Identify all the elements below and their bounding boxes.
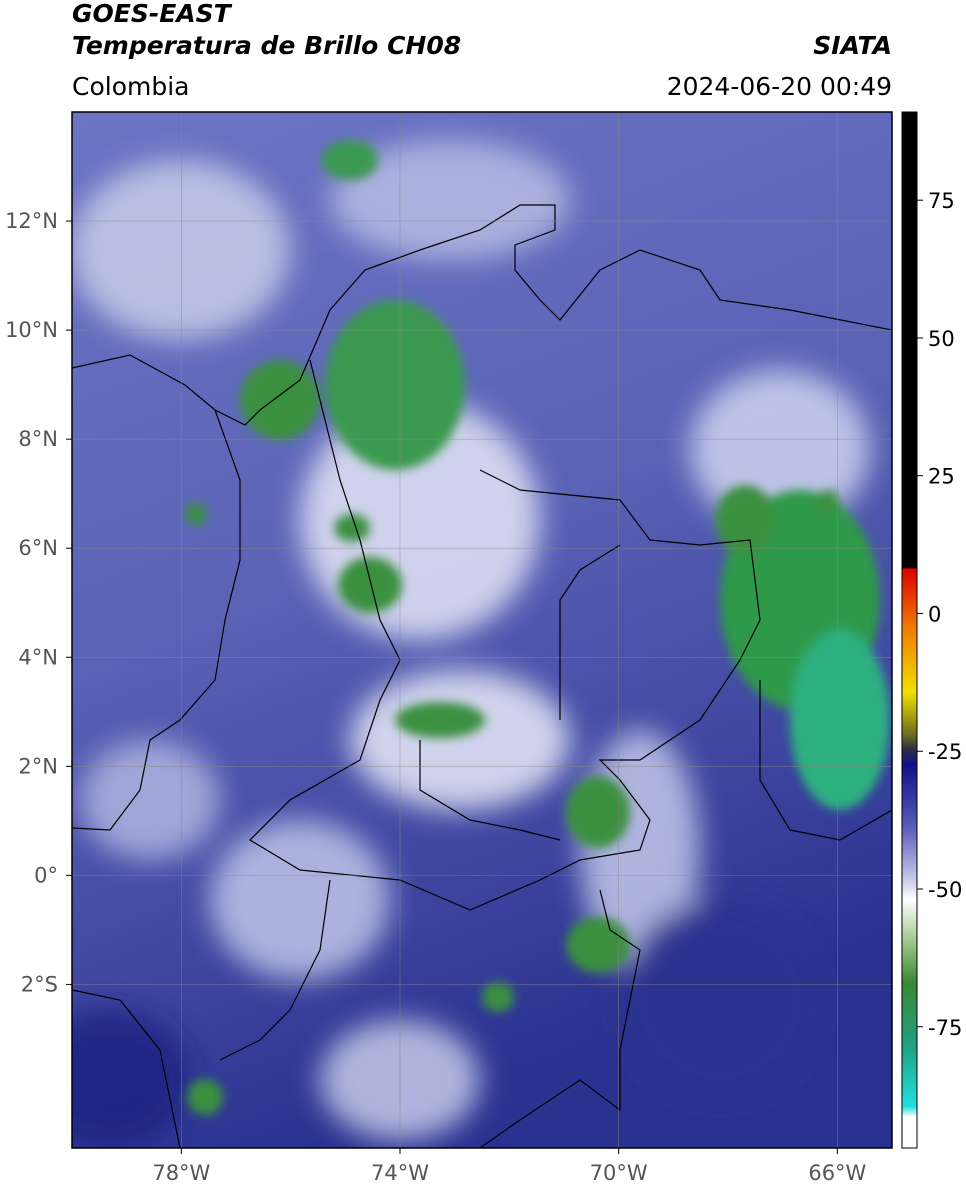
timestamp: 2024-06-20 00:49	[667, 72, 892, 101]
map-frame	[71, 111, 893, 1149]
colorbar-label: 0	[928, 602, 941, 626]
y-tick-label: 12°N	[5, 209, 58, 233]
satellite-image	[72, 112, 892, 1148]
y-tick-label: 4°N	[18, 645, 58, 669]
x-tick-label: 78°W	[152, 1161, 210, 1185]
y-tick-label: 2°N	[18, 754, 58, 778]
region: Colombia	[72, 72, 189, 101]
y-tick-label: 8°N	[18, 427, 58, 451]
y-tick-label: 6°N	[18, 536, 58, 560]
colorbar-label: -50	[928, 878, 962, 902]
colorbar	[901, 111, 918, 1149]
colorbar-label: 75	[928, 189, 955, 213]
title: GOES-EAST	[72, 0, 233, 28]
y-tick-label: 2°S	[21, 972, 58, 996]
x-tick-label: 66°W	[808, 1161, 866, 1185]
grid	[72, 112, 892, 1148]
colorbar-label: -75	[928, 1016, 962, 1040]
coastlines	[72, 204, 892, 1148]
x-tick-label: 74°W	[371, 1161, 429, 1185]
subtitle: Temperatura de Brillo CH08	[72, 31, 461, 60]
y-tick-label: 0°	[34, 863, 58, 887]
colorbar-label: 50	[928, 327, 955, 351]
colorbar-label: -25	[928, 740, 962, 764]
y-tick-label: 10°N	[5, 318, 58, 342]
source: SIATA	[813, 31, 892, 60]
x-tick-label: 70°W	[590, 1161, 648, 1185]
colorbar-label: 25	[928, 465, 955, 489]
